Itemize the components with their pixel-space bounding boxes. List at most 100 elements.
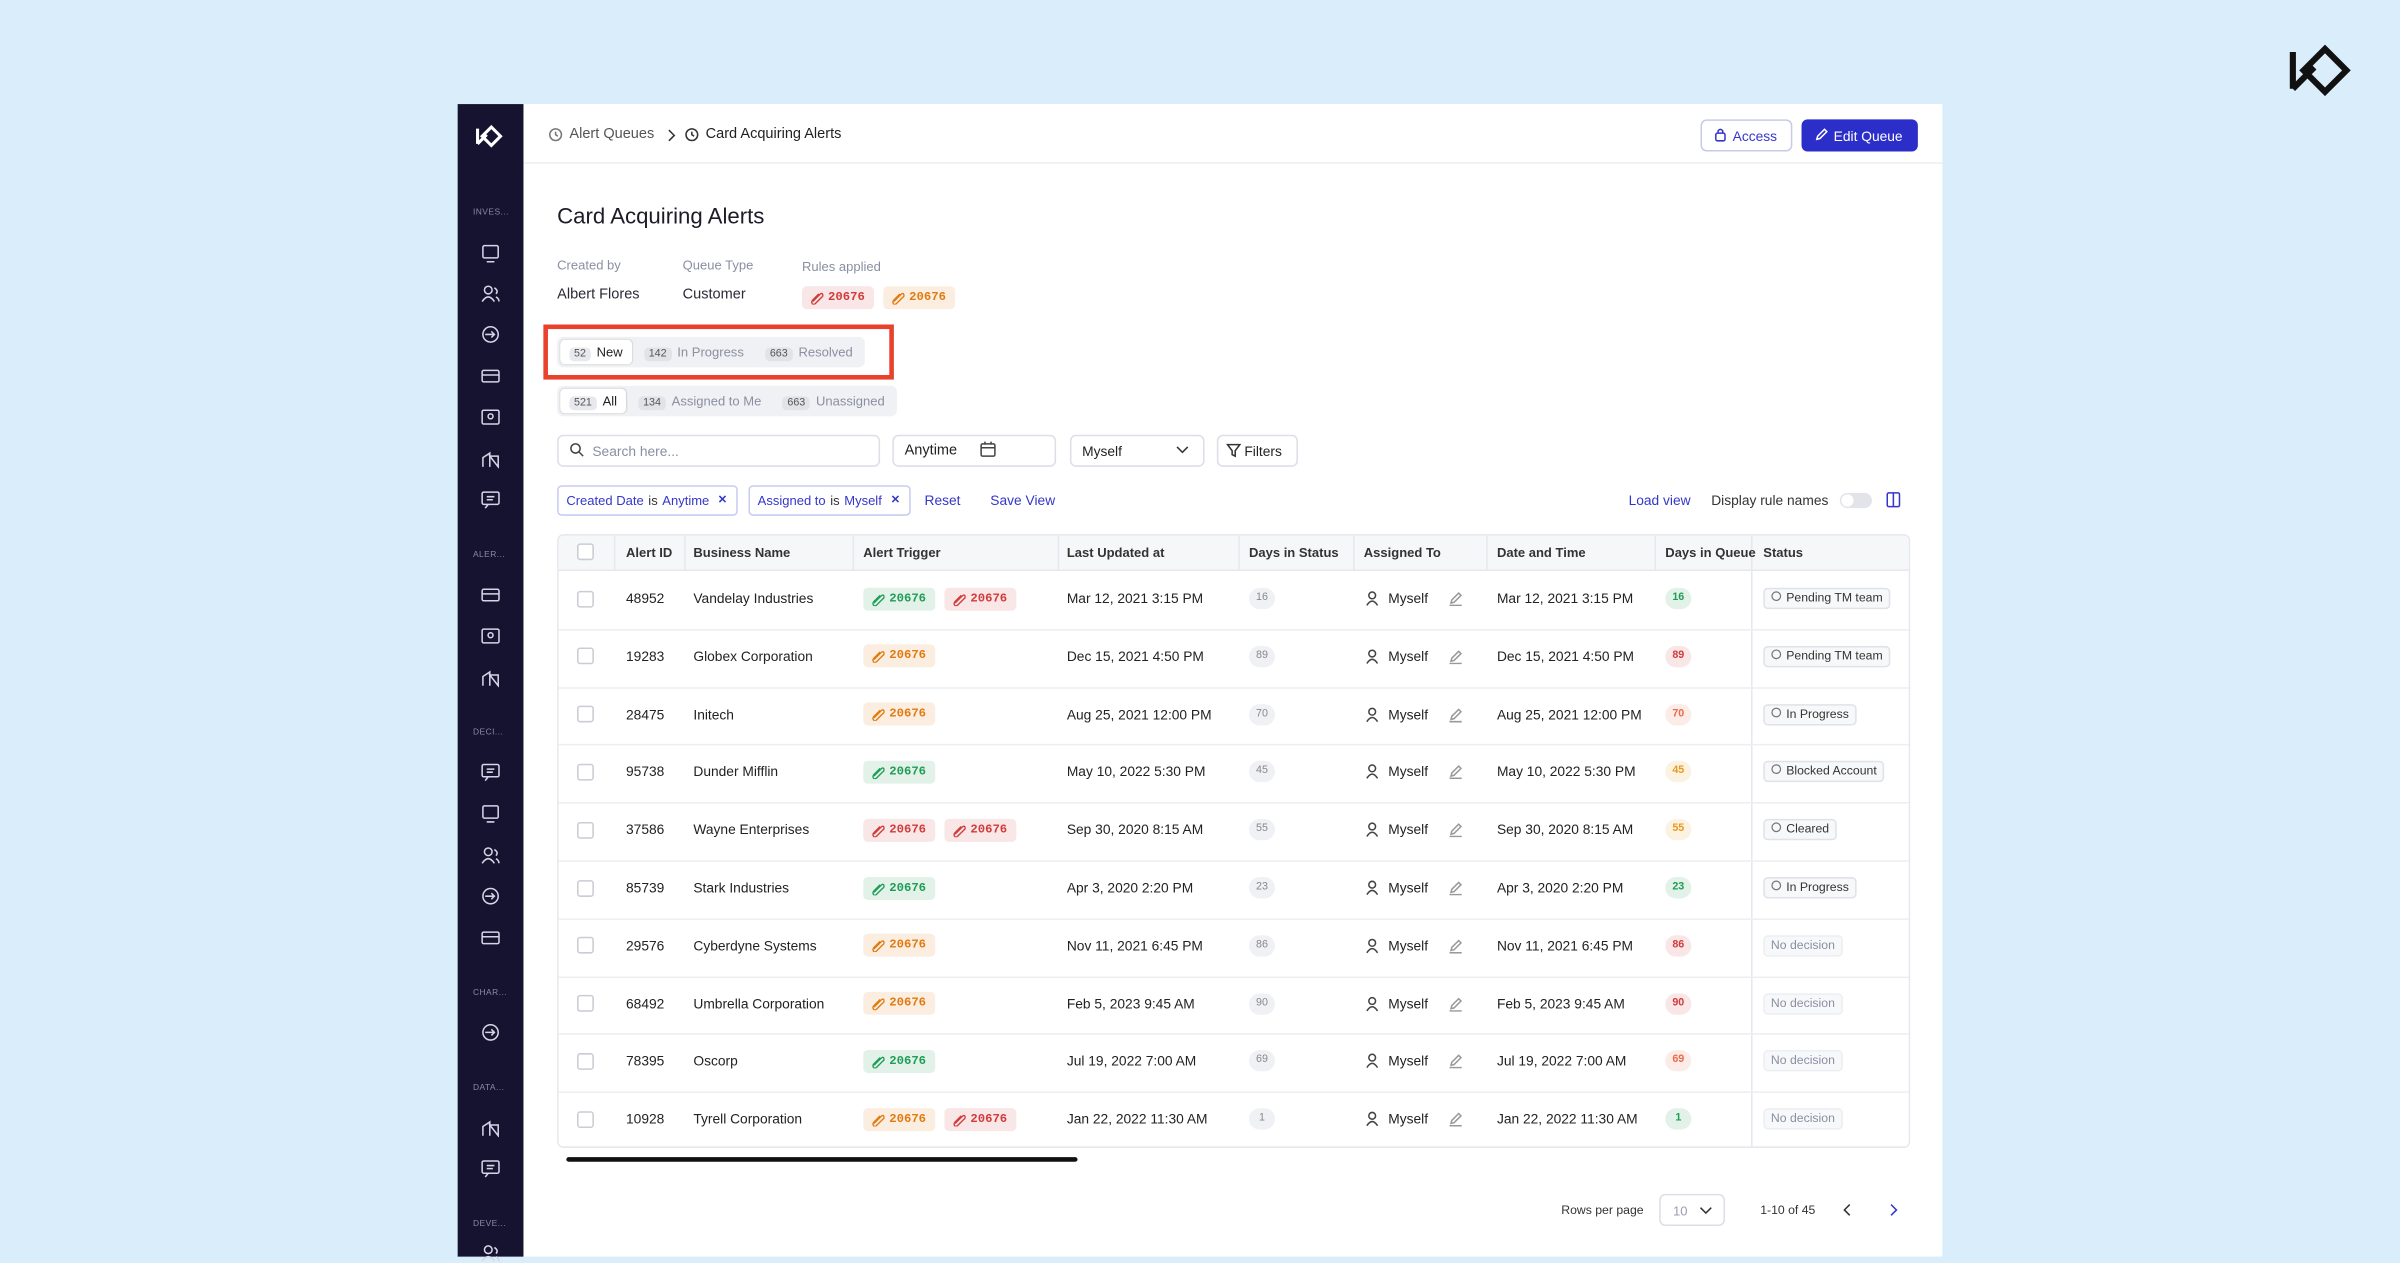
row-checkbox[interactable]: [577, 995, 594, 1012]
last-updated: Apr 3, 2020 2:20 PM: [1066, 880, 1194, 896]
edit-assignee[interactable]: [1448, 707, 1463, 722]
save-view-link[interactable]: Save View: [990, 492, 1056, 509]
filters-label[interactable]: Filters: [1244, 443, 1282, 459]
sidebar-nav-icon[interactable]: [481, 490, 501, 510]
row-divider: [558, 802, 1909, 804]
sidebar-nav-icon[interactable]: [481, 762, 501, 782]
edit-assignee[interactable]: [1448, 822, 1463, 838]
tab[interactable]: 663 Resolved: [756, 340, 862, 364]
tag-text: 20676: [889, 996, 927, 1011]
breadcrumb-link[interactable]: Alert Queues: [569, 125, 655, 143]
access-button[interactable]: [1700, 119, 1793, 152]
sidebar-nav-icon[interactable]: [481, 1159, 501, 1179]
column-header: Assigned To: [1363, 544, 1441, 560]
edit-assignee[interactable]: [1448, 764, 1463, 780]
chip-remove[interactable]: [889, 493, 901, 505]
row-checkbox[interactable]: [577, 590, 594, 607]
horizontal-scrollbar[interactable]: [566, 1157, 1078, 1161]
edit-assignee[interactable]: [1448, 1054, 1463, 1069]
tab[interactable]: 134 Assigned to Me: [629, 389, 770, 413]
sidebar-nav-icon[interactable]: [481, 283, 501, 303]
date-time: Aug 25, 2021 12:00 PM: [1496, 706, 1642, 722]
column-divider: [684, 535, 686, 571]
assignee-filter-label[interactable]: Myself: [1082, 443, 1122, 459]
row-checkbox[interactable]: [577, 647, 594, 665]
highlight-box: [543, 324, 894, 380]
sidebar-nav-icon[interactable]: [481, 324, 501, 344]
sidebar-nav-icon[interactable]: [481, 928, 501, 948]
tag-text: 20676: [889, 1054, 927, 1069]
edit-assignee[interactable]: [1448, 591, 1463, 607]
row-checkbox[interactable]: [577, 937, 594, 955]
filter-chip[interactable]: Created Date is Anytime: [557, 485, 739, 516]
status-pill: Pending TM team: [1763, 645, 1891, 668]
load-view-link[interactable]: Load view: [1628, 492, 1691, 509]
edit-queue-button[interactable]: [1801, 119, 1918, 152]
tab[interactable]: 52 New: [560, 339, 632, 365]
sidebar-nav-icon[interactable]: [481, 845, 501, 865]
row-checkbox[interactable]: [577, 879, 594, 897]
assignee-filter[interactable]: [1069, 434, 1205, 467]
sidebar-nav-icon[interactable]: [481, 585, 501, 605]
sidebar-nav-icon[interactable]: [481, 667, 501, 688]
chip-field: Created Date: [566, 492, 644, 509]
chevron-down: [1699, 1207, 1712, 1215]
reset-link[interactable]: Reset: [924, 492, 961, 509]
tab[interactable]: 142 In Progress: [635, 340, 753, 364]
breadcrumb-current: Card Acquiring Alerts: [705, 125, 842, 143]
tag-icon: [872, 767, 885, 779]
days-in-status: 90: [1248, 992, 1275, 1015]
edit-assignee[interactable]: [1448, 880, 1463, 896]
tab[interactable]: 663 Unassigned: [774, 389, 894, 413]
row-divider: [558, 686, 1909, 689]
status-text: No decision: [1770, 1111, 1835, 1126]
sidebar-nav-icon[interactable]: [481, 886, 501, 906]
chip-operator: is: [830, 492, 840, 509]
chip-remove[interactable]: [717, 493, 729, 505]
search-input[interactable]: [557, 434, 881, 467]
row-divider: [558, 1091, 1909, 1094]
edit-assignee[interactable]: [1448, 649, 1463, 664]
filter-chip[interactable]: Assigned to is Myself: [748, 485, 911, 516]
rows-per-page-select[interactable]: [1659, 1193, 1725, 1227]
date-filter[interactable]: [892, 434, 1057, 467]
edit-assignee[interactable]: [1448, 938, 1463, 954]
row-divider: [558, 975, 1909, 978]
sidebar-nav-icon[interactable]: [481, 243, 501, 263]
sidebar-nav-icon[interactable]: [481, 804, 501, 824]
date-time: Sep 30, 2020 8:15 AM: [1496, 822, 1634, 838]
sidebar-nav-icon[interactable]: [481, 1243, 501, 1263]
business-name: Vandelay Industries: [693, 590, 814, 607]
trigger-tag: 20676: [944, 586, 1017, 610]
sidebar-nav-icon[interactable]: [481, 1022, 501, 1042]
alert-id: 85739: [626, 880, 665, 896]
tag-icon: [892, 292, 905, 305]
date-filter-label[interactable]: Anytime: [904, 441, 958, 459]
tag-icon: [872, 1056, 885, 1069]
sidebar-nav-icon[interactable]: [481, 448, 501, 469]
search-placeholder[interactable]: Search here...: [592, 443, 679, 459]
sidebar-nav-icon[interactable]: [481, 407, 501, 427]
edit-queue-label[interactable]: Edit Queue: [1833, 127, 1903, 144]
tab[interactable]: 521 All: [560, 388, 627, 414]
rows-per-page-value[interactable]: 10: [1672, 1202, 1688, 1218]
sidebar-nav-icon[interactable]: [481, 1117, 501, 1138]
row-checkbox[interactable]: [577, 705, 594, 723]
access-label[interactable]: Access: [1732, 127, 1778, 144]
status-pill: No decision: [1763, 1108, 1843, 1130]
next-page[interactable]: [1887, 1203, 1899, 1217]
edit-assignee[interactable]: [1448, 1112, 1463, 1127]
previous-page[interactable]: [1841, 1203, 1853, 1217]
sidebar-nav-icon[interactable]: [481, 626, 501, 646]
sidebar-logo[interactable]: [474, 124, 508, 148]
row-checkbox[interactable]: [577, 763, 594, 781]
edit-assignee[interactable]: [1448, 996, 1463, 1012]
columns-icon[interactable]: [1886, 491, 1901, 508]
row-checkbox[interactable]: [577, 1110, 594, 1128]
row-checkbox[interactable]: [577, 821, 594, 839]
sidebar-nav-icon[interactable]: [481, 366, 501, 386]
filters-button[interactable]: [1216, 434, 1298, 467]
row-checkbox[interactable]: [577, 1052, 594, 1070]
last-updated: Mar 12, 2021 3:15 PM: [1066, 590, 1204, 607]
header-checkbox[interactable]: [577, 543, 594, 561]
